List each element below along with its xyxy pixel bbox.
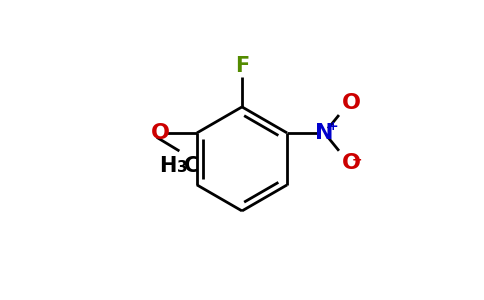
Text: +: + — [327, 120, 338, 133]
Text: F: F — [235, 56, 249, 76]
Text: 3: 3 — [177, 160, 188, 175]
Text: −: − — [352, 153, 362, 166]
Text: C: C — [184, 156, 199, 176]
Text: O: O — [151, 123, 170, 143]
Text: N: N — [315, 123, 333, 143]
Text: O: O — [342, 153, 361, 173]
Text: H: H — [159, 156, 176, 176]
Text: O: O — [342, 93, 361, 113]
